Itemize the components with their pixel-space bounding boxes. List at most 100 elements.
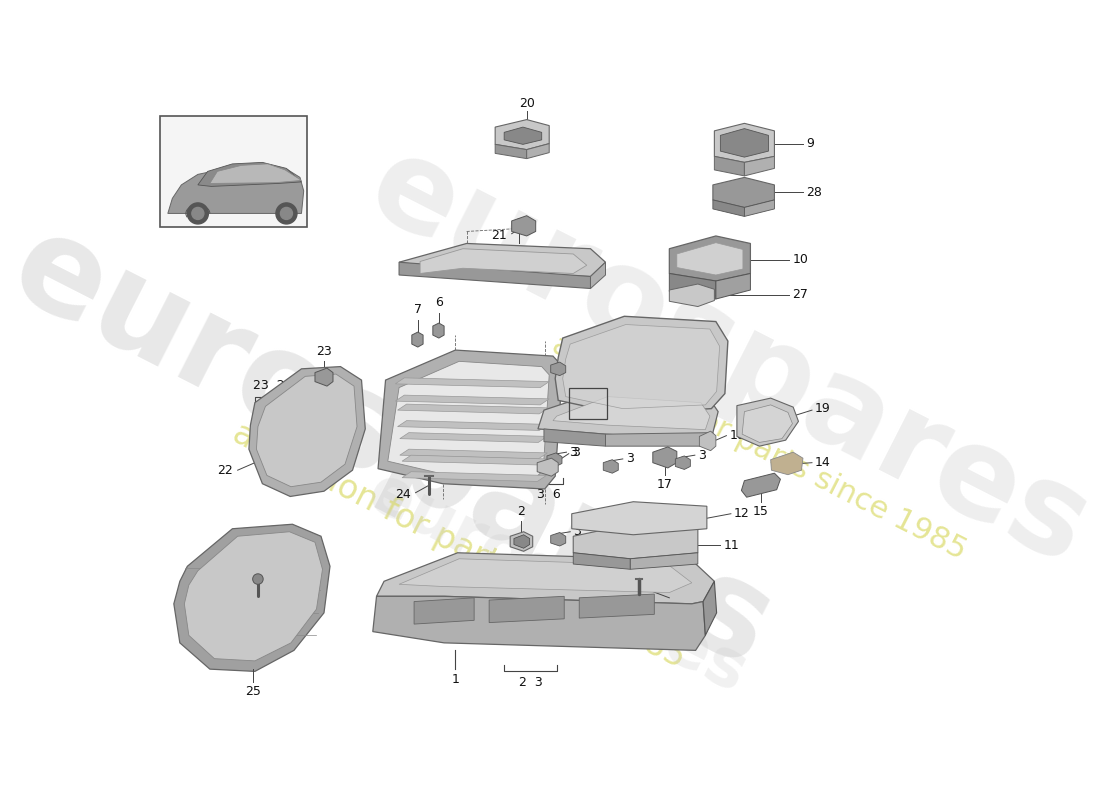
Text: 3  6: 3 6 — [537, 488, 560, 502]
Polygon shape — [745, 156, 774, 176]
Text: eurospares: eurospares — [356, 459, 757, 706]
Polygon shape — [315, 368, 333, 386]
Text: 14: 14 — [815, 456, 830, 469]
Polygon shape — [553, 397, 710, 430]
Text: 22: 22 — [217, 464, 232, 477]
Text: 10: 10 — [792, 254, 808, 266]
Polygon shape — [174, 524, 330, 671]
Text: 3: 3 — [626, 453, 634, 466]
Text: eurospares: eurospares — [0, 202, 792, 694]
Polygon shape — [745, 200, 774, 217]
Polygon shape — [669, 284, 714, 306]
Polygon shape — [603, 460, 618, 473]
Polygon shape — [537, 458, 558, 476]
Text: 3: 3 — [697, 449, 706, 462]
Text: 7: 7 — [414, 303, 421, 316]
Polygon shape — [547, 453, 562, 466]
Polygon shape — [399, 243, 605, 277]
Polygon shape — [771, 452, 803, 474]
Polygon shape — [675, 456, 691, 470]
Circle shape — [187, 203, 208, 224]
Text: 17: 17 — [657, 478, 673, 490]
Polygon shape — [378, 350, 563, 489]
Polygon shape — [256, 374, 358, 486]
Circle shape — [191, 207, 204, 219]
Text: 26: 26 — [228, 584, 243, 597]
Polygon shape — [185, 532, 322, 661]
Polygon shape — [630, 553, 697, 570]
Polygon shape — [676, 242, 742, 275]
Polygon shape — [563, 325, 719, 409]
Polygon shape — [737, 398, 799, 446]
Text: 5: 5 — [525, 444, 532, 457]
Polygon shape — [399, 449, 548, 459]
Polygon shape — [249, 366, 365, 497]
Polygon shape — [395, 378, 549, 388]
Bar — [570, 388, 607, 419]
Bar — [161, 116, 307, 227]
Text: 8: 8 — [515, 217, 524, 230]
Polygon shape — [669, 236, 750, 281]
Polygon shape — [551, 533, 565, 546]
Polygon shape — [714, 156, 745, 176]
Text: 24: 24 — [395, 488, 411, 501]
Circle shape — [280, 207, 293, 219]
Text: 25: 25 — [244, 685, 261, 698]
Polygon shape — [403, 472, 547, 482]
Polygon shape — [495, 144, 527, 158]
Polygon shape — [591, 262, 605, 289]
Polygon shape — [510, 532, 532, 551]
Text: 23: 23 — [316, 345, 332, 358]
Polygon shape — [414, 598, 474, 624]
Polygon shape — [720, 129, 769, 157]
Text: 2: 2 — [517, 506, 526, 518]
Text: 11: 11 — [724, 538, 739, 552]
Polygon shape — [580, 594, 654, 618]
Text: 4: 4 — [672, 591, 680, 604]
Text: 28: 28 — [806, 186, 822, 199]
Polygon shape — [399, 262, 591, 289]
Circle shape — [253, 574, 263, 584]
Text: 3: 3 — [573, 526, 581, 538]
Polygon shape — [397, 404, 548, 414]
Polygon shape — [527, 144, 549, 158]
Polygon shape — [514, 534, 530, 548]
Text: 19: 19 — [815, 402, 830, 415]
Polygon shape — [490, 596, 564, 622]
Polygon shape — [713, 200, 745, 217]
Polygon shape — [572, 502, 707, 534]
Text: 3: 3 — [570, 446, 578, 458]
Polygon shape — [411, 332, 424, 347]
Text: 16: 16 — [570, 372, 585, 385]
Polygon shape — [210, 164, 301, 183]
Polygon shape — [495, 119, 549, 150]
Text: 18: 18 — [729, 429, 746, 442]
Polygon shape — [573, 553, 630, 570]
Text: 1: 1 — [451, 673, 460, 686]
Polygon shape — [168, 167, 304, 214]
Text: 6: 6 — [434, 296, 443, 309]
Text: 23  24: 23 24 — [253, 379, 293, 392]
Polygon shape — [538, 389, 718, 440]
Polygon shape — [652, 447, 676, 468]
Polygon shape — [504, 127, 541, 144]
Text: 13: 13 — [573, 370, 588, 383]
Polygon shape — [397, 421, 548, 430]
Polygon shape — [432, 323, 444, 338]
Polygon shape — [714, 123, 774, 162]
Polygon shape — [573, 524, 697, 558]
Polygon shape — [703, 582, 716, 635]
Polygon shape — [544, 429, 605, 446]
Polygon shape — [373, 596, 705, 650]
Polygon shape — [198, 162, 301, 186]
Polygon shape — [605, 433, 713, 446]
Polygon shape — [388, 362, 549, 479]
Text: 18: 18 — [575, 389, 592, 402]
Text: 12: 12 — [734, 507, 749, 520]
Polygon shape — [399, 433, 548, 442]
Polygon shape — [512, 216, 536, 236]
Polygon shape — [420, 249, 586, 274]
Circle shape — [276, 203, 297, 224]
Text: eurospares: eurospares — [350, 124, 1100, 591]
Polygon shape — [742, 405, 792, 442]
